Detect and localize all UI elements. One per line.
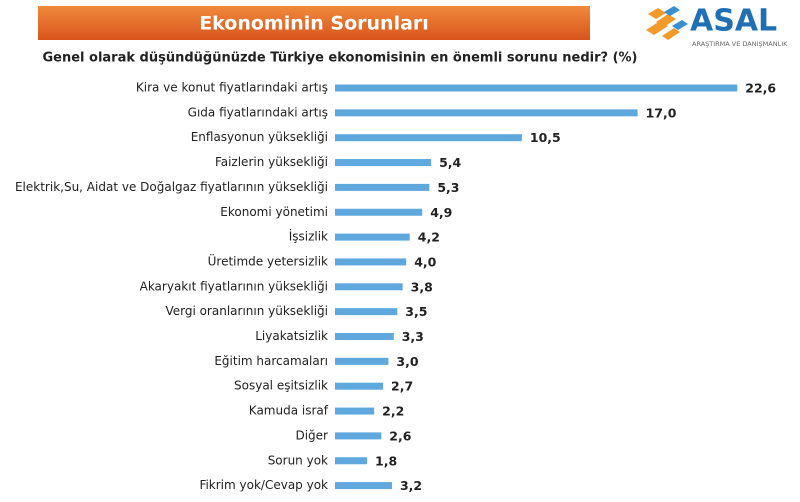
bar [335, 208, 423, 216]
data-label: 22,6 [745, 81, 776, 96]
bar [335, 357, 389, 365]
data-label: 2,6 [389, 428, 411, 443]
bar [335, 183, 430, 191]
data-label: 3,5 [405, 304, 427, 319]
data-label: 17,0 [646, 105, 677, 120]
bar [335, 109, 638, 117]
category-label: Sorun yok [268, 453, 328, 467]
logo: ASAL ARAŞTIRMA VE DANIŞMANLIK [646, 4, 788, 48]
bar [335, 84, 738, 92]
category-label: Faizlerin yüksekliği [215, 155, 328, 169]
bar [335, 258, 407, 266]
chart-subtitle: Genel olarak düşündüğünüzde Türkiye ekon… [42, 51, 637, 66]
bar [335, 283, 403, 291]
data-label: 3,8 [411, 279, 433, 294]
data-label: 2,7 [391, 379, 413, 394]
category-label: Eğitim harcamaları [214, 354, 328, 368]
category-label: Sosyal eşitsizlik [234, 379, 328, 393]
bar [335, 432, 382, 440]
bar [335, 457, 368, 465]
logo-mark [646, 8, 680, 40]
data-label: 5,4 [439, 155, 461, 170]
title-banner [38, 6, 590, 40]
bar [335, 308, 398, 316]
data-label: 5,3 [437, 180, 459, 195]
logo-mark [664, 6, 688, 30]
data-label: 3,3 [402, 329, 424, 344]
category-label: Vergi oranlarının yüksekliği [165, 304, 328, 318]
category-label: Kira ve konut fiyatlarındaki artış [136, 81, 328, 95]
chart-title: Ekonominin Sorunları [199, 13, 429, 35]
bar [335, 482, 392, 490]
category-label: İşsizlik [289, 229, 328, 244]
category-label: Üretimde yetersizlik [208, 252, 328, 268]
bar [335, 382, 384, 390]
category-label: Liyakatsizlik [255, 329, 328, 343]
data-label: 1,8 [375, 453, 397, 468]
category-label: Diğer [295, 428, 328, 442]
data-label: 10,5 [530, 130, 561, 145]
bar [335, 407, 375, 415]
bar [335, 333, 394, 340]
data-label: 2,2 [382, 404, 404, 419]
data-label: 4,0 [414, 254, 436, 269]
data-label: 3,0 [396, 354, 418, 369]
data-label: 3,2 [400, 478, 422, 493]
category-label: Fikrim yok/Cevap yok [199, 478, 328, 492]
category-label: Ekonomi yönetimi [220, 205, 328, 219]
logo-name: ASAL [690, 4, 777, 39]
category-label: Elektrik,Su, Aidat ve Doğalgaz fiyatları… [15, 180, 328, 194]
category-label: Gıda fiyatlarındaki artış [188, 105, 328, 119]
category-label: Enflasyonun yüksekliği [191, 130, 328, 144]
category-label: Akaryakıt fiyatlarının yüksekliği [140, 279, 328, 293]
bar [335, 233, 410, 241]
bar [335, 134, 522, 142]
logo-tagline: ARAŞTIRMA VE DANIŞMANLIK [692, 40, 788, 48]
data-label: 4,9 [430, 205, 452, 220]
bar [335, 159, 432, 167]
category-label: Kamuda israf [249, 404, 329, 418]
data-label: 4,2 [418, 230, 440, 245]
